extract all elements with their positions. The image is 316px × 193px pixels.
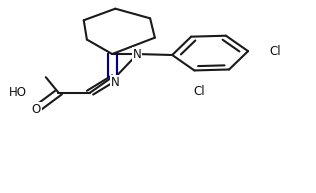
Text: Cl: Cl	[269, 45, 281, 58]
Text: HO: HO	[9, 86, 27, 99]
Text: N: N	[133, 47, 142, 61]
Text: Cl: Cl	[193, 85, 205, 98]
Text: N: N	[111, 75, 120, 89]
Text: O: O	[32, 102, 41, 116]
